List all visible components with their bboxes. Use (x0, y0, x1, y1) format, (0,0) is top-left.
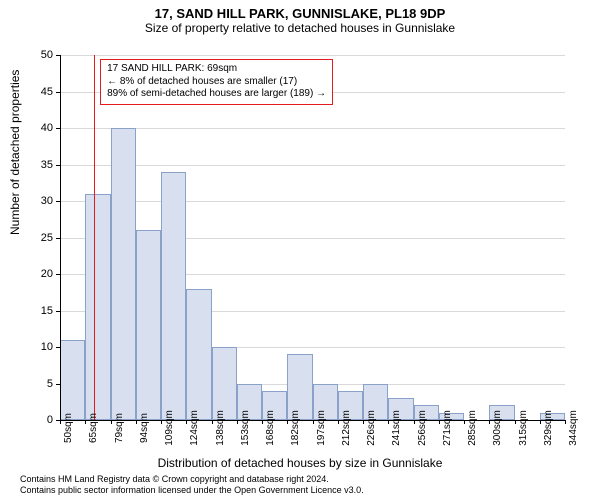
y-tick-label: 15 (28, 305, 53, 317)
y-axis-line (60, 55, 61, 420)
y-tick-label: 40 (28, 122, 53, 134)
x-tick-label: 50sqm (63, 413, 74, 443)
x-tick (161, 420, 162, 424)
histogram-bar (186, 289, 211, 420)
histogram-bar (212, 347, 237, 420)
x-tick (338, 420, 339, 424)
y-tick (56, 201, 60, 202)
x-tick (439, 420, 440, 424)
annotation-line1: 17 SAND HILL PARK: 69sqm (107, 63, 326, 76)
y-tick (56, 347, 60, 348)
y-tick (56, 311, 60, 312)
x-tick-label: 271sqm (442, 410, 453, 446)
x-tick-label: 212sqm (341, 410, 352, 446)
annotation-box: 17 SAND HILL PARK: 69sqm← 8% of detached… (100, 59, 333, 105)
y-tick-label: 10 (28, 341, 53, 353)
x-tick (60, 420, 61, 424)
y-tick (56, 238, 60, 239)
x-tick-label: 182sqm (290, 410, 301, 446)
histogram-bar (85, 194, 110, 420)
x-tick-label: 153sqm (240, 410, 251, 446)
x-tick (136, 420, 137, 424)
y-tick-label: 50 (28, 49, 53, 61)
x-tick-label: 65sqm (88, 413, 99, 443)
gridline (60, 55, 565, 56)
gridline (60, 201, 565, 202)
annotation-line2: ← 8% of detached houses are smaller (17) (107, 76, 326, 89)
x-tick (262, 420, 263, 424)
x-tick-label: 256sqm (417, 410, 428, 446)
x-tick (388, 420, 389, 424)
histogram-bar (111, 128, 136, 420)
x-tick (414, 420, 415, 424)
chart-title: 17, SAND HILL PARK, GUNNISLAKE, PL18 9DP (0, 0, 600, 21)
attribution-text: Contains HM Land Registry data © Crown c… (20, 474, 364, 496)
x-tick (363, 420, 364, 424)
gridline (60, 165, 565, 166)
x-tick (464, 420, 465, 424)
x-axis-label: Distribution of detached houses by size … (0, 456, 600, 470)
x-tick-label: 124sqm (189, 410, 200, 446)
y-tick-label: 45 (28, 86, 53, 98)
x-tick (186, 420, 187, 424)
x-tick (515, 420, 516, 424)
x-tick-label: 315sqm (518, 410, 529, 446)
y-tick (56, 165, 60, 166)
gridline (60, 128, 565, 129)
chart-subtitle: Size of property relative to detached ho… (0, 21, 600, 35)
plot-area: 17 SAND HILL PARK: 69sqm← 8% of detached… (60, 55, 565, 420)
x-tick (85, 420, 86, 424)
annotation-line3: 89% of semi-detached houses are larger (… (107, 88, 326, 101)
y-tick-label: 30 (28, 195, 53, 207)
x-tick-label: 94sqm (139, 413, 150, 443)
y-tick (56, 128, 60, 129)
x-tick (212, 420, 213, 424)
x-tick (313, 420, 314, 424)
y-tick-label: 0 (28, 414, 53, 426)
y-tick (56, 384, 60, 385)
attribution-line1: Contains HM Land Registry data © Crown c… (20, 474, 364, 485)
x-tick-label: 285sqm (467, 410, 478, 446)
y-tick (56, 274, 60, 275)
x-tick (565, 420, 566, 424)
x-tick (111, 420, 112, 424)
x-tick-label: 168sqm (265, 410, 276, 446)
y-tick-label: 25 (28, 232, 53, 244)
x-tick-label: 109sqm (164, 410, 175, 446)
x-tick-label: 329sqm (543, 410, 554, 446)
x-tick-label: 344sqm (568, 410, 579, 446)
x-tick-label: 138sqm (215, 410, 226, 446)
x-tick-label: 226sqm (366, 410, 377, 446)
y-axis-label: Number of detached properties (8, 70, 22, 235)
attribution-line2: Contains public sector information licen… (20, 485, 364, 496)
y-tick-label: 5 (28, 378, 53, 390)
x-tick-label: 241sqm (391, 410, 402, 446)
y-tick (56, 92, 60, 93)
x-tick-label: 197sqm (316, 410, 327, 446)
property-marker-line (94, 55, 95, 420)
histogram-bar (161, 172, 186, 420)
y-tick-label: 20 (28, 268, 53, 280)
y-tick-label: 35 (28, 159, 53, 171)
histogram-bar (136, 230, 161, 420)
x-tick-label: 300sqm (492, 410, 503, 446)
x-tick-label: 79sqm (114, 413, 125, 443)
x-tick (287, 420, 288, 424)
x-tick (489, 420, 490, 424)
x-tick (237, 420, 238, 424)
x-tick (540, 420, 541, 424)
y-tick (56, 55, 60, 56)
histogram-bar (60, 340, 85, 420)
